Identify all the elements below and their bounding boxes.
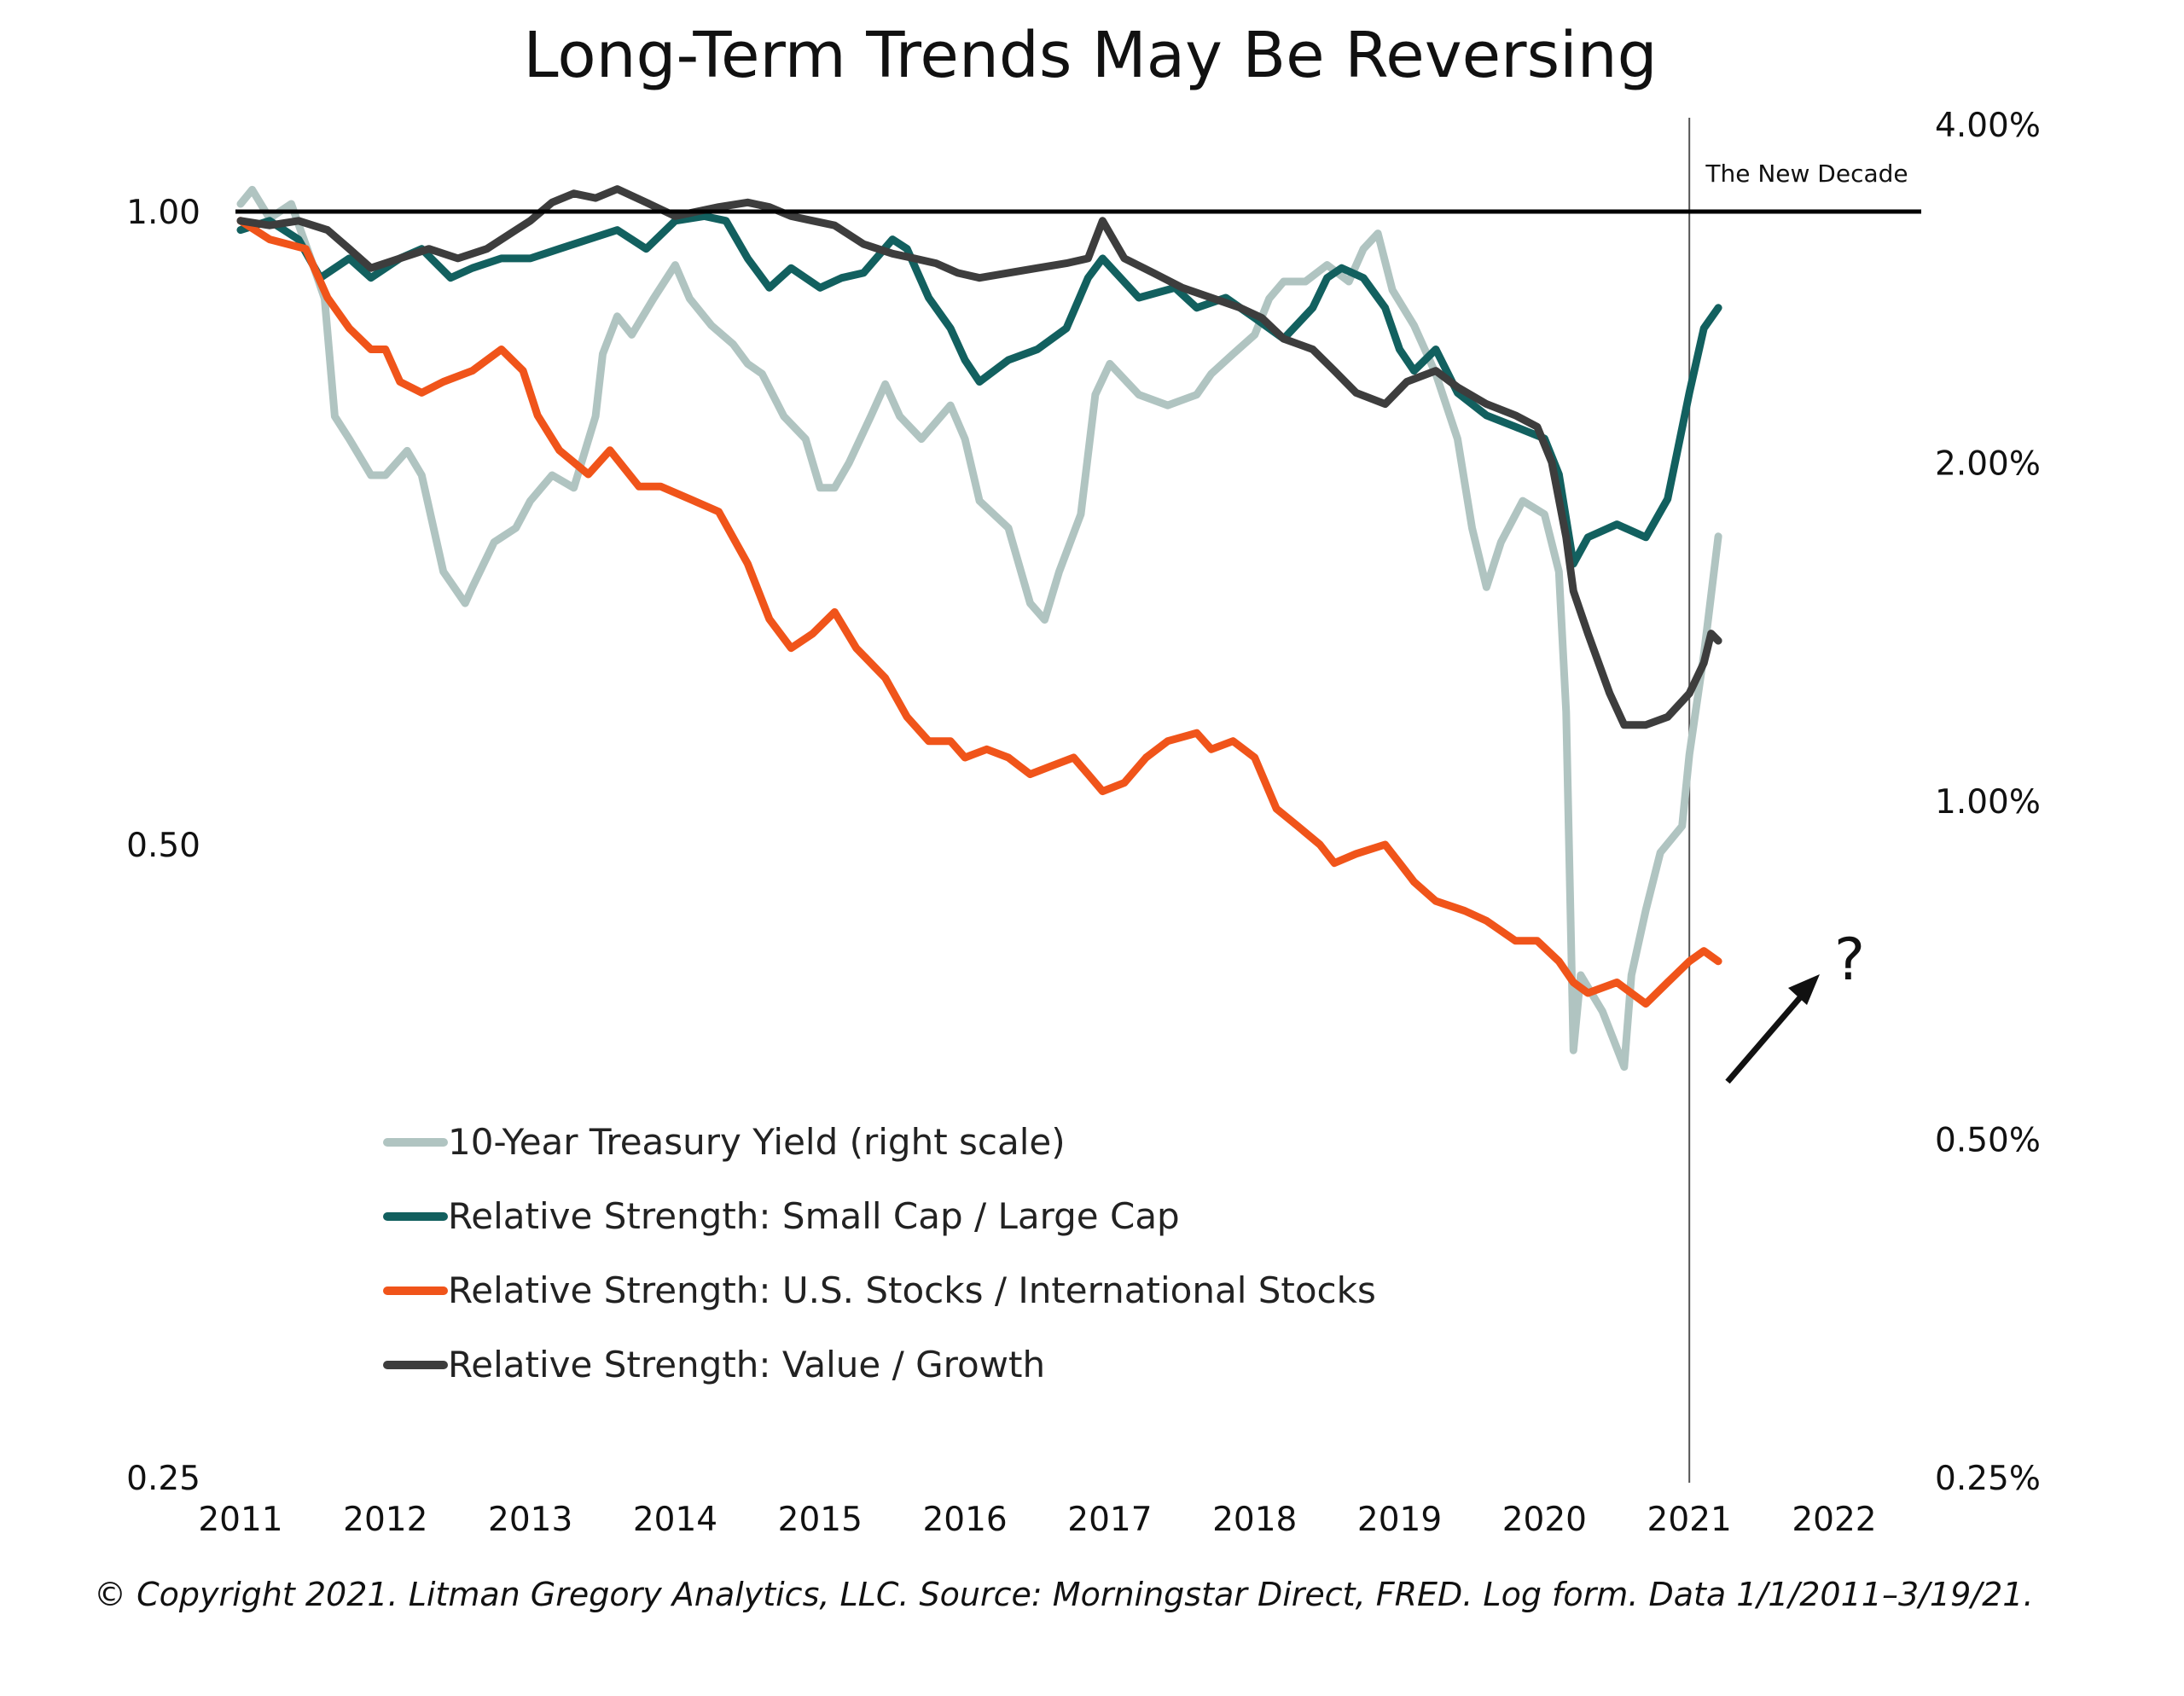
x-tick-label: 2022 bbox=[1792, 1501, 1876, 1539]
right-tick-label: 1.00% bbox=[1935, 783, 2041, 822]
legend-label-treasury: 10-Year Treasury Yield (right scale) bbox=[448, 1121, 1066, 1163]
x-tick-label: 2021 bbox=[1647, 1501, 1732, 1539]
right-tick-label: 0.25% bbox=[1935, 1460, 2041, 1498]
x-tick-label: 2015 bbox=[778, 1501, 863, 1539]
question-mark: ? bbox=[1834, 926, 1865, 994]
x-axis: 2011 2012 2013 2014 2015 2016 2017 2018 2019 2020… bbox=[198, 1501, 1876, 1539]
legend-label-smallcap: Relative Strength: Small Cap / Large Cap bbox=[448, 1195, 1180, 1237]
plot-area bbox=[236, 185, 1722, 1072]
right-tick-label: 2.00% bbox=[1935, 445, 2041, 484]
legend-label-value: Relative Strength: Value / Growth bbox=[448, 1344, 1045, 1385]
left-tick-label: 1.00 bbox=[126, 194, 200, 232]
x-tick-label: 2012 bbox=[343, 1501, 427, 1539]
x-tick-label: 2011 bbox=[198, 1501, 282, 1539]
legend: 10-Year Treasury Yield (right scale) Rela… bbox=[383, 1121, 1376, 1385]
new-decade-label: The New Decade bbox=[1705, 160, 1908, 188]
x-tick-label: 2017 bbox=[1067, 1501, 1152, 1539]
series-line-usintl bbox=[236, 217, 1722, 1008]
trend-arrow bbox=[1725, 987, 1809, 1084]
x-tick-label: 2014 bbox=[633, 1501, 717, 1539]
legend-label-usintl: Relative Strength: U.S. Stocks / Interna… bbox=[448, 1269, 1376, 1311]
chart-title: Long-Term Trends May Be Reversing bbox=[523, 19, 1657, 92]
right-tick-label: 0.50% bbox=[1935, 1122, 2041, 1160]
series-line-treasury bbox=[236, 185, 1722, 1072]
series-line-smallcap bbox=[236, 212, 1722, 568]
left-tick-label: 0.25 bbox=[126, 1460, 200, 1498]
x-tick-label: 2013 bbox=[488, 1501, 572, 1539]
x-tick-label: 2016 bbox=[922, 1501, 1007, 1539]
x-tick-label: 2020 bbox=[1502, 1501, 1587, 1539]
left-tick-label: 0.50 bbox=[126, 827, 200, 865]
right-axis: 4.00% 2.00% 1.00% 0.50% 0.25% bbox=[1935, 107, 2041, 1498]
copyright-footer: © Copyright 2021. Litman Gregory Analyti… bbox=[94, 1576, 2034, 1613]
left-axis: 1.00 0.50 0.25 bbox=[126, 194, 200, 1498]
series-line-value bbox=[236, 185, 1722, 729]
trend-arrow-head bbox=[1788, 974, 1820, 1005]
x-tick-label: 2018 bbox=[1212, 1501, 1297, 1539]
x-tick-label: 2019 bbox=[1357, 1501, 1442, 1539]
right-tick-label: 4.00% bbox=[1935, 107, 2041, 145]
